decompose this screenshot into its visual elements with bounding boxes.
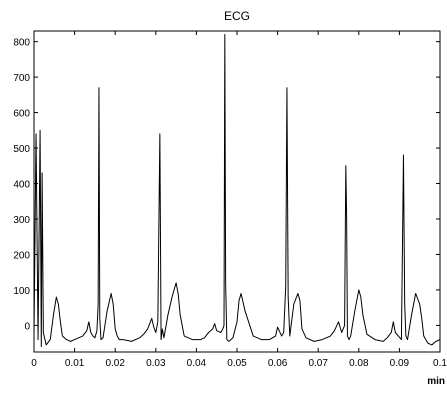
- x-tick-label-9: 0.09: [390, 358, 410, 369]
- x-tick-label-3: 0.03: [146, 358, 166, 369]
- y-tick-label-7: 700: [13, 73, 30, 84]
- y-axis: 0 100 200 300 400 500 600 700 800: [13, 38, 440, 332]
- x-tick-label-0: 0: [31, 358, 37, 369]
- x-tick-label-1: 0.01: [65, 358, 85, 369]
- y-tick-label-8: 800: [13, 38, 30, 49]
- x-axis-label: min: [427, 376, 445, 387]
- y-tick-label-6: 600: [13, 109, 30, 120]
- chart-title: ECG: [224, 9, 250, 23]
- y-tick-label-2: 200: [13, 250, 30, 261]
- plot-frame: [33, 30, 441, 353]
- x-axis: 0 0.01 0.02 0.03 0.04 0.05 0.06 0.07 0.08 0.09 0.1: [31, 31, 447, 369]
- y-tick-label-3: 300: [13, 215, 30, 226]
- y-tick-label-5: 500: [13, 144, 30, 155]
- x-tick-label-4: 0.04: [187, 358, 207, 369]
- x-tick-label-6: 0.06: [268, 358, 288, 369]
- y-tick-label-4: 400: [13, 180, 30, 191]
- x-tick-label-2: 0.02: [105, 358, 125, 369]
- series-layer: [33, 34, 441, 348]
- series-line-0: [33, 34, 441, 348]
- x-tick-label-10: 0.1: [433, 358, 447, 369]
- x-tick-label-8: 0.08: [349, 358, 369, 369]
- y-tick-label-0: 0: [24, 321, 30, 332]
- x-tick-label-5: 0.05: [227, 358, 247, 369]
- y-tick-label-1: 100: [13, 286, 30, 297]
- x-tick-label-7: 0.07: [308, 358, 328, 369]
